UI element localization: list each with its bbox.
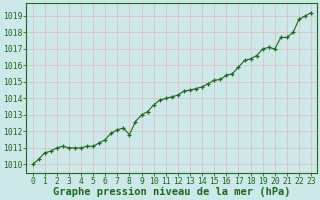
X-axis label: Graphe pression niveau de la mer (hPa): Graphe pression niveau de la mer (hPa) bbox=[53, 187, 291, 197]
